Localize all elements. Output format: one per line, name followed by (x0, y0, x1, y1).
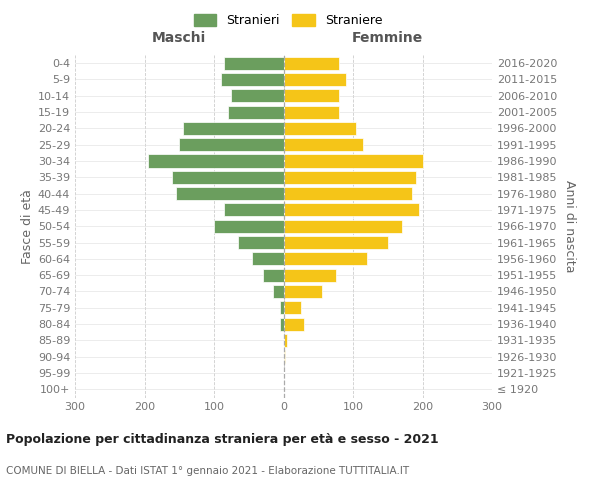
Bar (232, 89, 284, 102)
Bar (284, 318, 304, 330)
Bar (263, 268, 284, 281)
Y-axis label: Anni di nascita: Anni di nascita (563, 180, 576, 272)
Text: Popolazione per cittadinanza straniera per età e sesso - 2021: Popolazione per cittadinanza straniera p… (6, 432, 439, 446)
Bar (284, 154, 422, 168)
Bar (238, 236, 284, 249)
Bar (284, 56, 339, 70)
Bar (284, 204, 419, 216)
Bar (252, 252, 284, 266)
Bar (284, 252, 367, 266)
Bar (284, 285, 322, 298)
Bar (172, 171, 284, 184)
Bar (284, 236, 388, 249)
Bar (179, 138, 284, 151)
Text: Maschi: Maschi (152, 31, 206, 45)
Bar (284, 171, 416, 184)
Bar (284, 106, 339, 118)
Y-axis label: Fasce di età: Fasce di età (20, 189, 34, 264)
Bar (284, 302, 301, 314)
Text: COMUNE DI BIELLA - Dati ISTAT 1° gennaio 2021 - Elaborazione TUTTITALIA.IT: COMUNE DI BIELLA - Dati ISTAT 1° gennaio… (6, 466, 409, 476)
Bar (284, 187, 412, 200)
Bar (224, 56, 284, 70)
Bar (148, 154, 284, 168)
Bar (284, 350, 285, 363)
Bar (284, 122, 356, 135)
Legend: Stranieri, Straniere: Stranieri, Straniere (189, 8, 387, 32)
Bar (228, 106, 284, 118)
Bar (224, 204, 284, 216)
Bar (284, 73, 346, 86)
Bar (280, 318, 284, 330)
Bar (183, 122, 284, 135)
Bar (280, 302, 284, 314)
Bar (284, 138, 364, 151)
Text: Femmine: Femmine (352, 31, 424, 45)
Bar (273, 285, 284, 298)
Bar (284, 334, 287, 347)
Bar (284, 268, 335, 281)
Bar (176, 187, 284, 200)
Bar (221, 73, 284, 86)
Bar (284, 220, 401, 233)
Bar (214, 220, 284, 233)
Bar (284, 89, 339, 102)
